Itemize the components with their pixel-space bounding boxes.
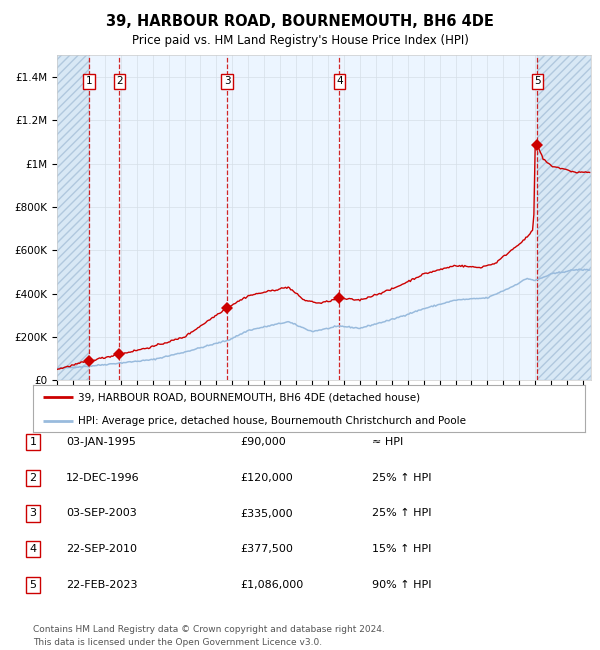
Text: 3: 3	[29, 508, 37, 519]
Bar	[538, 55, 591, 380]
Text: 90% ↑ HPI: 90% ↑ HPI	[372, 580, 431, 590]
Text: £120,000: £120,000	[240, 473, 293, 483]
Text: £377,500: £377,500	[240, 544, 293, 554]
Text: 1: 1	[86, 76, 92, 86]
Text: 22-SEP-2010: 22-SEP-2010	[66, 544, 137, 554]
Text: 2: 2	[116, 76, 123, 86]
Text: 2: 2	[29, 473, 37, 483]
Text: 03-JAN-1995: 03-JAN-1995	[66, 437, 136, 447]
Text: £335,000: £335,000	[240, 508, 293, 519]
Text: 12-DEC-1996: 12-DEC-1996	[66, 473, 140, 483]
Text: 5: 5	[29, 580, 37, 590]
Text: 25% ↑ HPI: 25% ↑ HPI	[372, 473, 431, 483]
Text: 1: 1	[29, 437, 37, 447]
Text: 22-FEB-2023: 22-FEB-2023	[66, 580, 137, 590]
Bar	[57, 55, 89, 380]
Bar	[89, 55, 119, 380]
Text: 15% ↑ HPI: 15% ↑ HPI	[372, 544, 431, 554]
Text: £90,000: £90,000	[240, 437, 286, 447]
Text: 4: 4	[29, 544, 37, 554]
Text: Contains HM Land Registry data © Crown copyright and database right 2024.
This d: Contains HM Land Registry data © Crown c…	[33, 625, 385, 647]
Text: ≈ HPI: ≈ HPI	[372, 437, 403, 447]
Text: 3: 3	[224, 76, 230, 86]
Text: HPI: Average price, detached house, Bournemouth Christchurch and Poole: HPI: Average price, detached house, Bour…	[78, 415, 466, 426]
Bar	[340, 55, 538, 380]
Bar	[227, 55, 340, 380]
Text: 25% ↑ HPI: 25% ↑ HPI	[372, 508, 431, 519]
Text: 03-SEP-2003: 03-SEP-2003	[66, 508, 137, 519]
Bar	[119, 55, 227, 380]
Text: 39, HARBOUR ROAD, BOURNEMOUTH, BH6 4DE: 39, HARBOUR ROAD, BOURNEMOUTH, BH6 4DE	[106, 14, 494, 29]
Text: 39, HARBOUR ROAD, BOURNEMOUTH, BH6 4DE (detached house): 39, HARBOUR ROAD, BOURNEMOUTH, BH6 4DE (…	[78, 392, 421, 402]
Text: 5: 5	[534, 76, 541, 86]
Text: 4: 4	[336, 76, 343, 86]
Text: £1,086,000: £1,086,000	[240, 580, 303, 590]
Text: Price paid vs. HM Land Registry's House Price Index (HPI): Price paid vs. HM Land Registry's House …	[131, 34, 469, 47]
